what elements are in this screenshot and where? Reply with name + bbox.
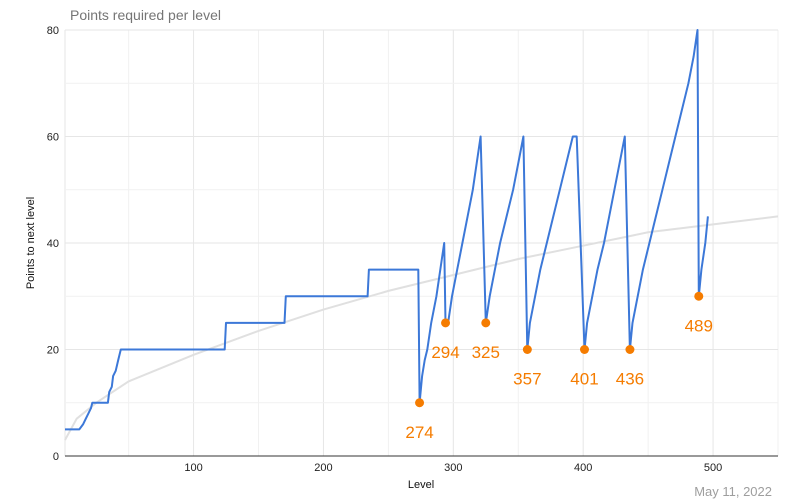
- trend-line-path: [64, 215, 779, 441]
- annotation-point: [579, 345, 589, 354]
- series-line-path: [65, 29, 709, 431]
- annotation-label: 401: [570, 370, 598, 389]
- y-tick-label: 20: [47, 345, 59, 357]
- x-tick-label: 200: [314, 462, 332, 474]
- y-tick-label: 80: [47, 25, 59, 37]
- annotation-point: [522, 345, 532, 354]
- series-line: [65, 29, 709, 431]
- annotation-point: [694, 291, 704, 301]
- annotation-label: 436: [616, 370, 644, 389]
- annotation-point: [441, 318, 451, 328]
- annotation-label: 325: [472, 343, 500, 362]
- annotation-point: [625, 345, 635, 354]
- x-tick-label: 100: [184, 462, 202, 474]
- trend-line: [64, 215, 779, 441]
- x-tick-label: 400: [574, 462, 592, 474]
- chart-title: Points required per level: [70, 7, 221, 23]
- y-tick-label: 40: [47, 238, 59, 250]
- x-axis-ticks: 100 200 300 400 500: [184, 462, 722, 474]
- annotation-label: 489: [685, 316, 713, 335]
- annotation-label: 294: [431, 343, 459, 362]
- annotations: 274 294 325 357 401 436 489: [405, 291, 713, 442]
- y-tick-label: 60: [47, 132, 59, 144]
- annotation-label: 357: [513, 370, 541, 389]
- x-tick-label: 300: [444, 462, 462, 474]
- y-axis-label: Points to next level: [25, 197, 37, 289]
- y-axis-ticks: 0 20 40 60 80: [47, 25, 59, 463]
- x-tick-label: 500: [704, 462, 722, 474]
- annotation-point: [481, 318, 491, 328]
- gridlines: [64, 29, 779, 456]
- y-tick-label: 0: [53, 451, 59, 463]
- annotation-label: 274: [405, 423, 433, 442]
- annotation-point: [415, 398, 425, 408]
- x-axis-label: Level: [408, 479, 434, 491]
- footer-date: May 11, 2022: [694, 484, 772, 499]
